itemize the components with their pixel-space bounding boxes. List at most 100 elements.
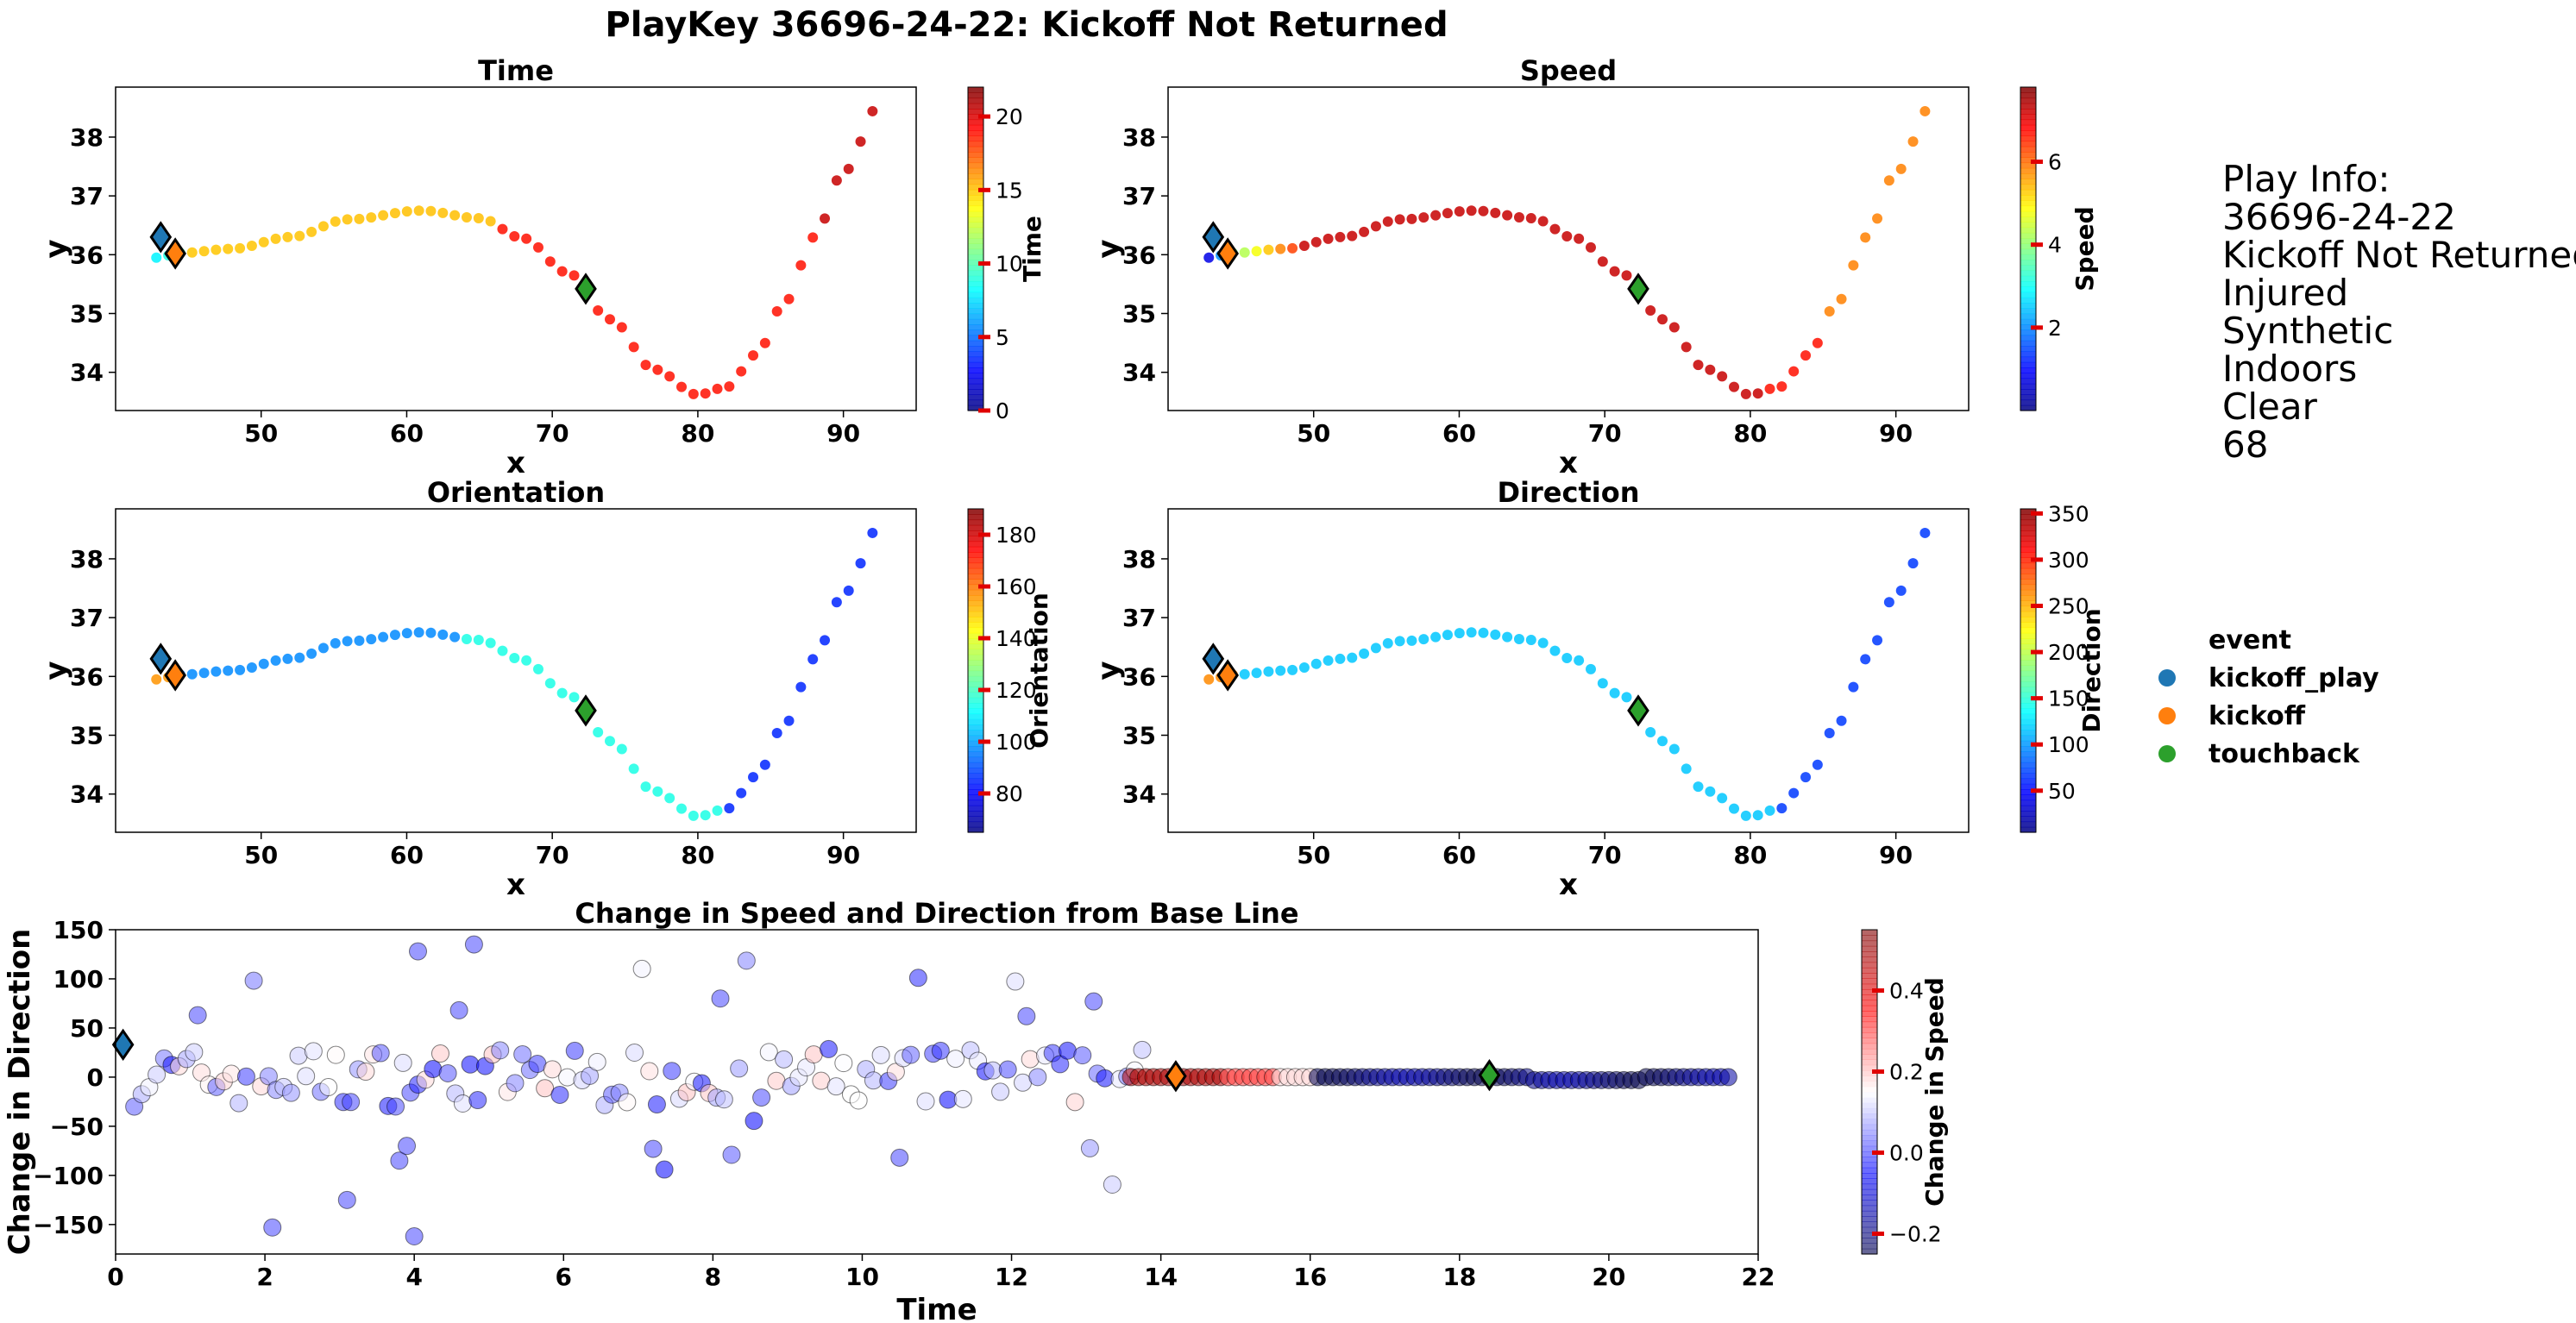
colorbar-segment [968,404,983,411]
colorbar: 80 100 120 140 160 180 Orientation [967,508,1053,833]
legend-marker [2158,745,2176,762]
data-point [1585,663,1596,674]
x-tick-label: 60 [1442,419,1476,448]
data-point [1370,643,1381,654]
data-point [1705,364,1716,375]
data-point [236,1067,255,1086]
data-point [461,634,472,645]
colorbar-segment [2020,600,2036,607]
data-point [1537,216,1549,227]
colorbar-segment [1862,973,1877,979]
x-tick-label: 14 [1144,1263,1178,1291]
x-tick-label: 4 [405,1263,422,1291]
colorbar-segment [1862,962,1877,969]
data-point [616,743,627,755]
colorbar-segment [1862,1124,1877,1131]
data-point [506,1074,525,1093]
colorbar-tick-label: 150 [2048,687,2089,712]
colorbar-segment [1862,1226,1877,1233]
data-point [1359,648,1370,659]
data-point [244,971,263,990]
data-point [521,655,532,666]
colorbar-segment [2020,200,2036,207]
colorbar-segment [2020,730,2036,737]
data-point [413,205,424,216]
data-point [931,1041,950,1060]
colorbar-segment [1862,1016,1877,1023]
colorbar-tick-label: 300 [2048,548,2089,573]
colorbar-segment [1862,1086,1877,1093]
colorbar-segment [968,746,983,752]
data-point [1502,210,1513,221]
colorbar-segment [968,762,983,768]
colorbar-tick-label: 10 [996,252,1023,277]
chart-panel-0: Time 50 60 70 80 90 34 35 36 37 38 x y 0 5 10 15 20 Time [39,54,1046,480]
colorbar-frame [2020,86,2037,411]
colorbar-segment [2020,643,2036,650]
data-point [294,652,305,663]
data-point [625,1044,644,1063]
colorbar-segment [968,146,983,153]
data-point [297,1067,316,1086]
colorbar-tick-label: 160 [996,574,1037,599]
data-point [1693,781,1704,793]
data-point [1919,105,1931,116]
colorbar-segment [1862,930,1877,936]
data-point [1812,337,1823,348]
colorbar-segment [968,627,983,634]
data-point [1490,207,1501,218]
colorbar-segment [2020,617,2036,623]
colorbar-segment [2020,210,2036,217]
data-point [1705,786,1716,797]
colorbar-segment [968,383,983,390]
x-tick-label: 50 [1297,419,1330,448]
colorbar-segment [2020,135,2036,142]
colorbar-segment [968,135,983,142]
data-point [1418,634,1429,645]
data-point [712,383,723,394]
colorbar-label: Orientation [1025,593,1053,749]
data-point [1323,655,1334,666]
colorbar-segment [1862,1135,1877,1141]
data-point [151,674,162,685]
colorbar-segment [968,703,983,709]
data-point [473,635,484,646]
colorbar-segment [968,692,983,699]
data-point [497,223,508,235]
data-point [1347,230,1358,241]
data-point [771,305,782,317]
colorbar-segment [968,222,983,229]
chart-title: Orientation [427,476,605,509]
colorbar-segment [2020,789,2036,795]
data-point [306,648,317,659]
data-point [405,1226,424,1245]
x-tick-label: 90 [1879,419,1913,448]
legend-label: kickoff [2208,701,2306,731]
colorbar-segment [2020,665,2036,672]
y-tick-label: −100 [33,1162,104,1190]
data-point [565,1041,584,1060]
colorbar-segment [968,574,983,580]
colorbar-segment [2020,195,2036,201]
colorbar-segment [968,227,983,234]
data-point [771,727,782,738]
data-point [1668,743,1680,755]
colorbar-segment [2020,519,2036,526]
data-point [1490,629,1501,640]
colorbar-segment [2020,227,2036,234]
data-point [1525,635,1536,646]
data-point [1310,236,1322,248]
data-point [151,252,162,263]
colorbar-label: Change in Speed [1920,977,1949,1207]
colorbar-segment [968,713,983,720]
x-tick-label: 22 [1742,1263,1775,1291]
data-point [1359,226,1370,237]
legend-marker [2158,669,2176,687]
data-point [1717,793,1728,804]
y-tick-label: −50 [50,1113,104,1141]
data-point [1073,1046,1092,1065]
colorbar-segment [1862,1038,1877,1044]
colorbar-segment [2020,811,2036,817]
data-point [449,1000,468,1019]
